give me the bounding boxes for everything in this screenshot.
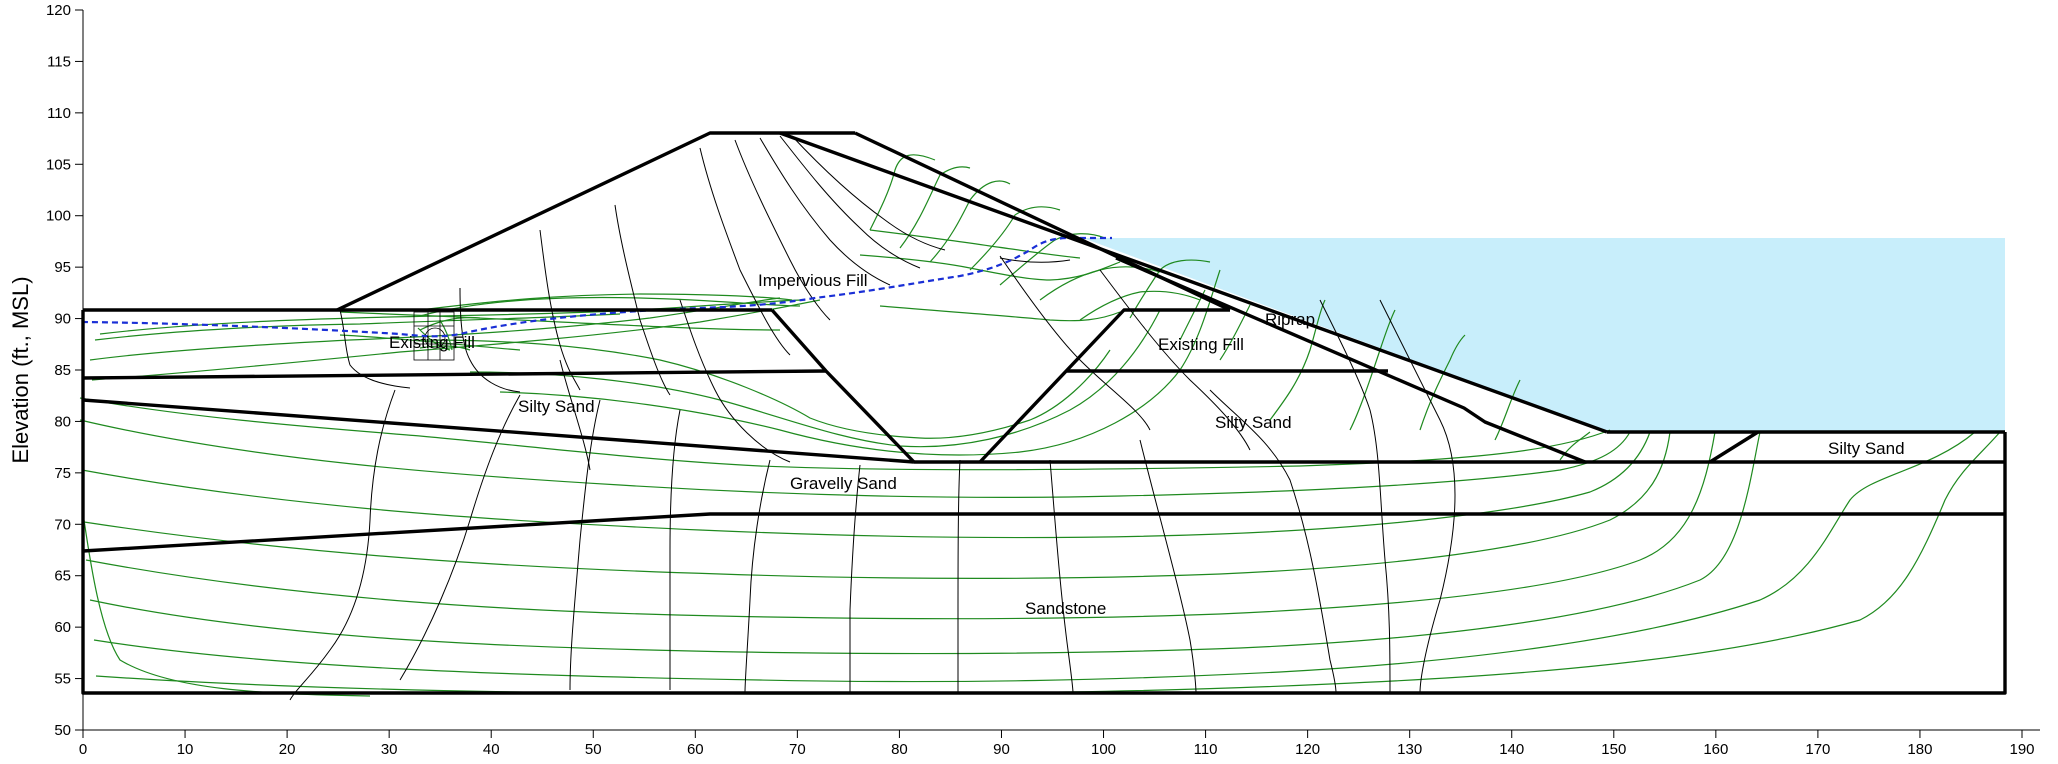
y-tick-label: 120 [46,2,71,19]
y-axis-title: Elevation (ft., MSL) [8,276,33,463]
x-axis-ticks: 0 10 20 30 40 50 60 70 80 90 100 110 120 130 140 150 160… [79,730,2035,758]
y-tick-label: 110 [47,105,71,122]
reservoir-water [1083,238,2005,432]
label-impervious-fill: Impervious Fill [758,271,868,290]
label-existing-fill-left: Existing Fill [389,333,475,352]
x-tick-label: 110 [1194,741,1218,758]
x-tick-label: 70 [789,741,806,758]
x-tick-label: 160 [1703,741,1728,758]
x-tick-label: 150 [1601,741,1626,758]
label-silty-sand-middle: Silty Sand [1215,413,1292,432]
x-tick-label: 130 [1397,741,1422,758]
x-tick-label: 80 [891,741,908,758]
x-tick-label: 120 [1295,741,1320,758]
x-tick-label: 0 [79,741,87,758]
x-tick-label: 40 [483,741,500,758]
y-tick-label: 85 [54,362,71,379]
y-axis-ticks: 50 55 60 65 70 75 80 85 90 95 100 105 110 115 120 [46,2,83,739]
x-tick-label: 30 [381,741,398,758]
y-tick-label: 70 [54,516,71,533]
x-tick-label: 20 [279,741,296,758]
x-tick-label: 100 [1091,741,1116,758]
phreatic-line [81,236,1112,338]
x-tick-label: 140 [1499,741,1524,758]
y-tick-label: 90 [54,311,71,328]
y-tick-label: 80 [54,413,71,430]
x-tick-label: 170 [1805,741,1830,758]
y-tick-label: 50 [54,722,71,739]
y-tick-label: 115 [47,53,71,70]
label-silty-sand-right: Silty Sand [1828,439,1905,458]
x-tick-label: 90 [993,741,1010,758]
y-tick-label: 65 [54,568,71,585]
x-tick-label: 190 [2009,741,2034,758]
label-riprap: Riprap [1265,310,1315,329]
label-gravelly-sand: Gravelly Sand [790,474,897,493]
y-tick-label: 75 [54,465,71,482]
y-tick-label: 95 [54,259,71,276]
label-silty-sand-left: Silty Sand [518,397,595,416]
y-tick-label: 100 [46,208,71,225]
x-tick-label: 50 [585,741,602,758]
x-tick-label: 60 [687,741,704,758]
y-tick-label: 105 [46,156,71,173]
flow-lines [289,135,1456,701]
y-tick-label: 55 [54,671,71,688]
x-tick-label: 180 [1907,741,1932,758]
x-tick-label: 10 [177,741,194,758]
y-tick-label: 60 [54,619,71,636]
label-sandstone: Sandstone [1025,599,1106,618]
label-existing-fill-right: Existing Fill [1158,335,1244,354]
material-boundaries [81,131,2007,695]
